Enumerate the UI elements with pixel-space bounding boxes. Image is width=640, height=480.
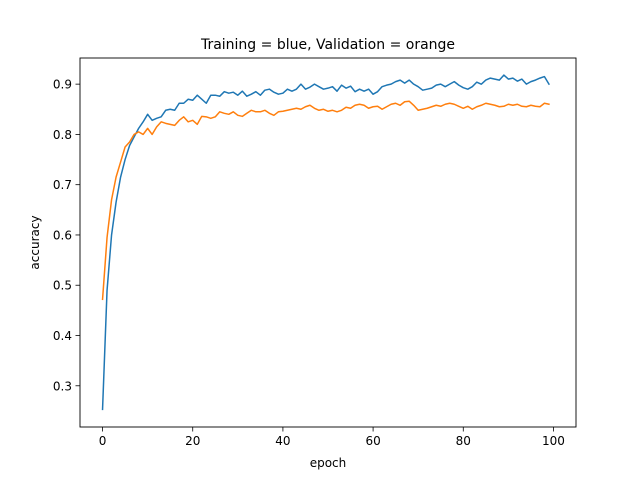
y-tick-label: 0.5 bbox=[53, 279, 72, 293]
y-tick-label: 0.6 bbox=[53, 228, 72, 242]
plot-frame bbox=[79, 57, 577, 428]
chart-title: Training = blue, Validation = orange bbox=[200, 37, 455, 53]
series-layer bbox=[101, 74, 550, 411]
x-tick-label: 60 bbox=[365, 434, 380, 448]
x-tick-label: 20 bbox=[185, 434, 200, 448]
x-tick-label: 80 bbox=[456, 434, 471, 448]
x-axis-label: epoch bbox=[310, 456, 347, 470]
y-tick-label: 0.4 bbox=[53, 329, 72, 343]
y-axis: 0.3 0.4 0.5 0.6 0.7 0.8 0.9 bbox=[53, 78, 80, 393]
y-tick-label: 0.9 bbox=[53, 78, 72, 92]
y-tick-label: 0.8 bbox=[53, 128, 72, 142]
validation-accuracy-line bbox=[101, 100, 550, 301]
x-tick-label: 40 bbox=[275, 434, 290, 448]
y-axis-label: accuracy bbox=[28, 215, 42, 269]
y-tick-label: 0.7 bbox=[53, 178, 72, 192]
x-tick-label: 100 bbox=[542, 434, 565, 448]
x-tick-label: 0 bbox=[99, 434, 107, 448]
training-accuracy-line bbox=[101, 74, 550, 411]
y-tick-label: 0.3 bbox=[53, 379, 72, 393]
x-axis: 0 20 40 60 80 100 bbox=[99, 427, 565, 448]
